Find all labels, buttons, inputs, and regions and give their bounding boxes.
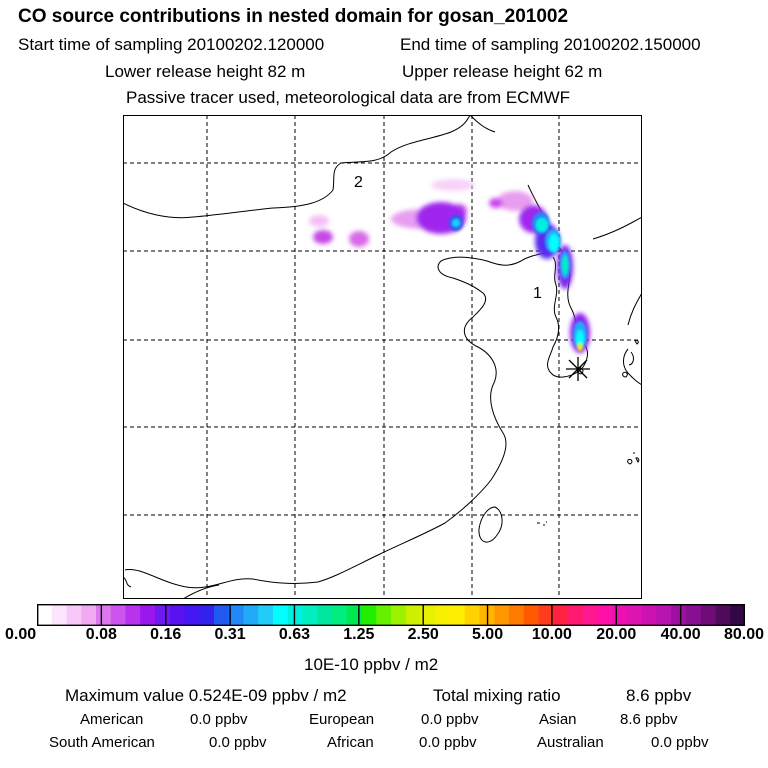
- colorbar-tick-label: 10.00: [531, 626, 572, 643]
- colorbar-swatch: [671, 604, 687, 626]
- european-label: European: [309, 711, 375, 728]
- australian-label: Australian: [537, 734, 604, 751]
- colorbar-swatch: [494, 604, 510, 626]
- colorbar-swatch: [125, 604, 141, 626]
- colorbar-swatch: [361, 604, 377, 626]
- max-value-label: Maximum value 0.524E-09 ppbv / m2: [65, 686, 347, 705]
- colorbar-swatch: [523, 604, 540, 626]
- map-background: [123, 115, 642, 599]
- colorbar-swatch: [199, 604, 215, 626]
- european-value: 0.0 ppbv: [421, 711, 479, 728]
- colorbar-swatch: [597, 604, 613, 626]
- colorbar-tick-label: 40.00: [660, 626, 701, 643]
- colorbar-tick-label: 0.08: [85, 626, 117, 643]
- colorbar-swatch: [302, 604, 318, 626]
- colorbar-swatch: [155, 604, 171, 626]
- lower-release-label: Lower release height 82 m: [105, 62, 306, 81]
- colorbar-swatch: [273, 604, 289, 626]
- colorbar-swatch: [612, 604, 628, 626]
- colorbar-swatch: [51, 604, 68, 626]
- map-panel: 2 1: [123, 115, 642, 599]
- colorbar-swatch: [464, 604, 481, 626]
- colorbar-tick-label: 0.16: [150, 626, 182, 643]
- colorbar-swatch: [376, 604, 392, 626]
- australian-value: 0.0 ppbv: [651, 734, 709, 751]
- colorbar-swatch: [228, 604, 245, 626]
- african-label: African: [327, 734, 374, 751]
- colorbar-swatch: [346, 604, 363, 626]
- total-mixing-value: 8.6 ppbv: [626, 686, 692, 705]
- coastlines: [123, 115, 642, 599]
- american-label: American: [80, 711, 144, 728]
- colorbar-swatch: [686, 604, 702, 626]
- colorbar-swatch: [317, 604, 333, 626]
- south-american-value: 0.0 ppbv: [209, 734, 267, 751]
- colorbar-swatch: [538, 604, 554, 626]
- colorbar-swatch: [700, 604, 717, 626]
- colorbar-swatch: [96, 604, 112, 626]
- colorbar-swatch: [405, 604, 422, 626]
- colorbar-tick-label: 0.31: [214, 626, 246, 643]
- colorbar-swatch: [110, 604, 127, 626]
- colorbar-swatch: [37, 604, 53, 626]
- colorbar-swatch: [656, 604, 672, 626]
- colorbar-swatch: [715, 604, 731, 626]
- colorbar-swatch: [391, 604, 407, 626]
- colorbar-unit-label: 10E-10 ppbv / m2: [304, 655, 439, 674]
- concentration-plume: [309, 179, 590, 353]
- colorbar-swatch: [81, 604, 97, 626]
- asian-label: Asian: [539, 711, 577, 728]
- colorbar-swatch: [450, 604, 466, 626]
- colorbar-swatch: [287, 604, 304, 626]
- colorbar-swatch: [509, 604, 525, 626]
- colorbar-swatch: [184, 604, 200, 626]
- colorbar-tick-label: 1.25: [343, 626, 375, 643]
- colorbar-swatch: [214, 604, 230, 626]
- total-mixing-label: Total mixing ratio: [433, 686, 561, 705]
- colorbar-frame: [37, 604, 745, 626]
- asian-value: 8.6 ppbv: [620, 711, 678, 728]
- colorbar-swatch: [568, 604, 584, 626]
- colorbar-swatch: [66, 604, 82, 626]
- colorbar-tick-label: 2.50: [407, 626, 439, 643]
- asterisk-icon: [566, 357, 590, 381]
- colorbar-tick-label: 20.00: [596, 626, 637, 643]
- colorbar-swatch: [169, 604, 186, 626]
- colorbar-swatch: [553, 604, 569, 626]
- start-time-label: Start time of sampling 20100202.120000: [18, 35, 325, 54]
- colorbar-tick-label: 0.63: [278, 626, 311, 643]
- end-time-label: End time of sampling 20100202.150000: [400, 35, 701, 54]
- colorbar-swatch: [435, 604, 451, 626]
- tracer-info-line: Passive tracer used, meteorological data…: [126, 88, 571, 107]
- colorbar-swatch: [140, 604, 156, 626]
- colorbar: [37, 604, 745, 626]
- region-label-2: 2: [354, 174, 363, 191]
- south-american-label: South American: [49, 734, 155, 751]
- colorbar-swatch: [730, 604, 745, 626]
- african-value: 0.0 ppbv: [419, 734, 477, 751]
- upper-release-label: Upper release height 62 m: [402, 62, 603, 81]
- colorbar-swatch: [332, 604, 348, 626]
- american-value: 0.0 ppbv: [190, 711, 248, 728]
- colorbar-tick-label: 5.00: [471, 626, 504, 643]
- region-label-1: 1: [533, 285, 542, 302]
- colorbar-swatch: [258, 604, 274, 626]
- plot-title: CO source contributions in nested domain…: [18, 6, 569, 27]
- colorbar-swatch: [627, 604, 643, 626]
- colorbar-swatch: [582, 604, 599, 626]
- colorbar-swatch: [243, 604, 259, 626]
- map-frame: [123, 115, 642, 599]
- colorbar-swatch: [641, 604, 658, 626]
- colorbar-tick-label: 80.00: [724, 626, 765, 643]
- colorbar-swatch: [420, 604, 436, 626]
- graticule: [123, 115, 642, 599]
- colorbar-tick-label: 0.00: [5, 626, 37, 643]
